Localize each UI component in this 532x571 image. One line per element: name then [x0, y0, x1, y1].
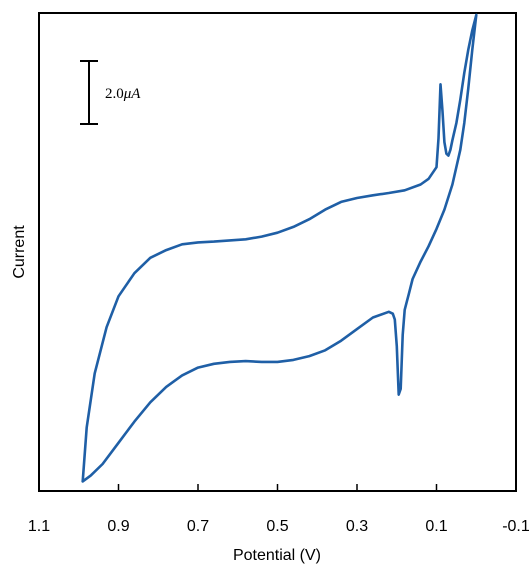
- y-axis-title: Current: [11, 225, 28, 279]
- x-axis-tick-labels: 1.1 0.9 0.7 0.5 0.3 0.1 -0.1: [28, 518, 530, 535]
- x-tick-label: 0.9: [107, 518, 129, 535]
- x-tick-label: 1.1: [28, 518, 50, 535]
- scale-bar: 2.0μA: [80, 60, 141, 125]
- scale-bar-value: 2.0: [105, 86, 124, 102]
- plot-frame: [38, 12, 517, 492]
- x-tick-label: 0.7: [187, 518, 209, 535]
- x-axis-title: Potential (V): [233, 547, 321, 564]
- x-tick-label: -0.1: [502, 518, 530, 535]
- scale-bar-unit: μA: [123, 86, 142, 102]
- cv-curve-line: [81, 13, 478, 483]
- scale-bar-label: 2.0μA: [105, 86, 141, 102]
- x-tick-label: 0.3: [346, 518, 368, 535]
- x-tick-label: 0.1: [425, 518, 447, 535]
- x-tick-label: 0.5: [266, 518, 288, 535]
- x-axis-ticks: [117, 484, 438, 491]
